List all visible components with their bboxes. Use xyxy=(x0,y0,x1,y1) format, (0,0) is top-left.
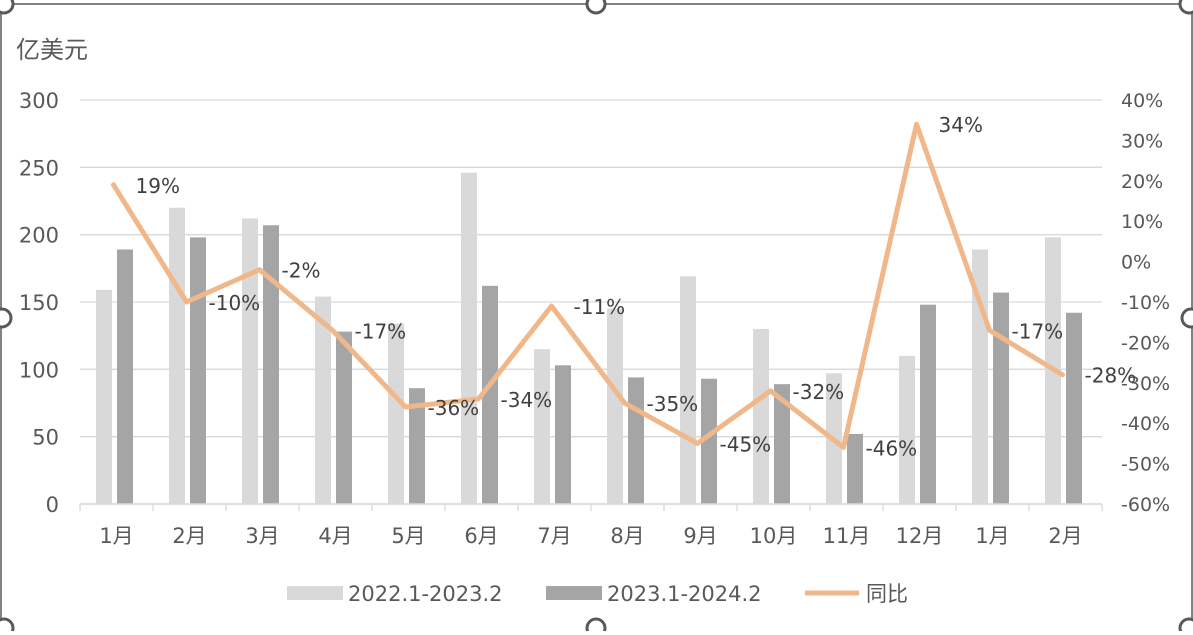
right-tick-label: 10% xyxy=(1121,211,1163,233)
x-tick-label: 9月 xyxy=(683,524,717,548)
right-axis-ticks: -60%-50%-40%-30%-20%-10%0%10%20%30%40% xyxy=(1121,90,1170,516)
bar-series2 xyxy=(993,293,1009,504)
x-tick-label: 3月 xyxy=(245,524,279,548)
legend-label-line: 同比 xyxy=(866,582,908,606)
bar-series2 xyxy=(1066,313,1082,504)
resize-handle xyxy=(587,0,605,13)
bar-series1 xyxy=(680,276,696,504)
resize-handle xyxy=(587,619,605,631)
bar-series1 xyxy=(169,208,185,504)
bar-series1 xyxy=(534,349,550,504)
resize-handle xyxy=(1180,619,1193,631)
bar-series2 xyxy=(263,225,279,504)
bar-series1 xyxy=(96,290,112,504)
legend-label-series2: 2023.1-2024.2 xyxy=(607,582,762,606)
yoy-data-label: -34% xyxy=(501,388,553,412)
left-tick-label: 250 xyxy=(19,156,59,180)
right-tick-label: -60% xyxy=(1121,494,1170,516)
bar-series2 xyxy=(117,249,133,504)
yoy-data-label: -17% xyxy=(1012,319,1064,343)
bar-series1 xyxy=(753,329,769,504)
left-tick-label: 50 xyxy=(32,426,59,450)
x-axis: 1月 2月 3月 4月 5月 6月 7月 8月 9月 10月 11月 12月 1月 2月 xyxy=(80,504,1102,548)
bar-series2 xyxy=(336,332,352,504)
bar-series1 xyxy=(899,356,915,504)
left-axis-ticks: 0 50 100 150 200 250 300 xyxy=(19,89,59,517)
left-tick-label: 300 xyxy=(19,89,59,113)
x-tick-label: 2月 xyxy=(1048,524,1082,548)
resize-handle xyxy=(1182,309,1193,327)
yoy-data-label: -36% xyxy=(428,396,480,420)
legend-label-series1: 2022.1-2023.2 xyxy=(348,582,503,606)
left-tick-label: 150 xyxy=(19,291,59,315)
x-tick-label: 10月 xyxy=(750,524,798,548)
bar-series2 xyxy=(920,305,936,504)
right-tick-label: 40% xyxy=(1121,90,1163,112)
yoy-data-label: -45% xyxy=(720,432,772,456)
bar-series1 xyxy=(461,173,477,504)
yoy-data-label: 34% xyxy=(939,113,983,137)
x-tick-label: 1月 xyxy=(975,524,1009,548)
x-tick-label: 1月 xyxy=(99,524,133,548)
yoy-data-label: -28% xyxy=(1085,364,1137,388)
resize-handle xyxy=(0,0,13,13)
bar-series1 xyxy=(607,309,623,504)
resize-handle xyxy=(0,619,13,631)
right-tick-label: -20% xyxy=(1121,332,1170,354)
legend-swatch-series2 xyxy=(546,586,602,600)
x-tick-label: 11月 xyxy=(823,524,871,548)
x-tick-label: 4月 xyxy=(318,524,352,548)
x-tick-label: 8月 xyxy=(610,524,644,548)
left-tick-label: 200 xyxy=(19,224,59,248)
bar-series1 xyxy=(388,324,404,504)
legend-swatch-series1 xyxy=(287,586,343,600)
yoy-data-label: -10% xyxy=(209,291,261,315)
bar-series2 xyxy=(628,377,644,504)
yoy-data-label: -35% xyxy=(647,392,699,416)
resize-handle xyxy=(1180,0,1193,13)
bars xyxy=(96,173,1082,504)
yoy-data-label: -2% xyxy=(282,259,321,283)
x-tick-label: 2月 xyxy=(172,524,206,548)
right-tick-label: 0% xyxy=(1121,252,1151,274)
bar-series1 xyxy=(242,219,258,504)
yoy-data-label: -11% xyxy=(574,295,626,319)
x-tick-label: 6月 xyxy=(464,524,498,548)
legend: 2022.1-2023.2 2023.1-2024.2 同比 xyxy=(287,582,908,606)
bar-series2 xyxy=(190,237,206,504)
yoy-data-label: -32% xyxy=(793,380,845,404)
right-tick-label: 20% xyxy=(1121,171,1163,193)
bar-series2 xyxy=(847,434,863,504)
left-tick-label: 100 xyxy=(19,358,59,382)
y-axis-unit-label: 亿美元 xyxy=(16,36,88,64)
x-tick-label: 5月 xyxy=(391,524,425,548)
right-tick-label: -40% xyxy=(1121,413,1170,435)
yoy-data-label: -46% xyxy=(866,436,918,460)
left-tick-label: 0 xyxy=(46,493,59,517)
yoy-data-label: 19% xyxy=(136,174,180,198)
yoy-data-label: -17% xyxy=(355,319,407,343)
right-tick-label: -50% xyxy=(1121,454,1170,476)
bar-series2 xyxy=(555,365,571,504)
resize-handle xyxy=(0,309,11,327)
x-tick-label: 12月 xyxy=(896,524,944,548)
right-tick-label: -10% xyxy=(1121,292,1170,314)
right-tick-label: 30% xyxy=(1121,130,1163,152)
x-tick-label: 7月 xyxy=(537,524,571,548)
